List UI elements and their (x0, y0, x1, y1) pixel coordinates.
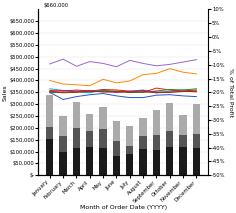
Bar (113, 121, 120, 141)
Bar (73, 102, 80, 128)
Bar (126, 154, 133, 175)
Bar (166, 131, 173, 147)
Bar (126, 146, 133, 154)
Bar (46, 95, 54, 127)
Bar (99, 148, 107, 175)
X-axis label: Month of Order Date (YYYY): Month of Order Date (YYYY) (80, 205, 167, 210)
Bar (59, 116, 67, 136)
Bar (166, 103, 173, 131)
Bar (99, 106, 107, 129)
Bar (166, 147, 173, 175)
Bar (86, 147, 93, 175)
Bar (153, 110, 160, 135)
Bar (179, 115, 187, 135)
Bar (179, 135, 187, 147)
Bar (113, 141, 120, 156)
Bar (193, 134, 200, 148)
Bar (126, 125, 133, 146)
Bar (46, 127, 54, 138)
Bar (139, 118, 147, 136)
Bar (153, 135, 160, 150)
Bar (46, 138, 54, 175)
Bar (193, 148, 200, 175)
Bar (193, 104, 200, 134)
Bar (139, 149, 147, 175)
Bar (86, 131, 93, 147)
Bar (139, 136, 147, 149)
Bar (113, 156, 120, 175)
Bar (73, 128, 80, 148)
Bar (73, 148, 80, 175)
Text: $660,000: $660,000 (43, 3, 68, 8)
Y-axis label: % of Total Profit: % of Total Profit (228, 68, 233, 117)
Bar (86, 114, 93, 131)
Bar (59, 136, 67, 152)
Y-axis label: Sales: Sales (3, 84, 8, 101)
Bar (99, 129, 107, 148)
Bar (179, 147, 187, 175)
Bar (153, 150, 160, 175)
Bar (59, 152, 67, 175)
